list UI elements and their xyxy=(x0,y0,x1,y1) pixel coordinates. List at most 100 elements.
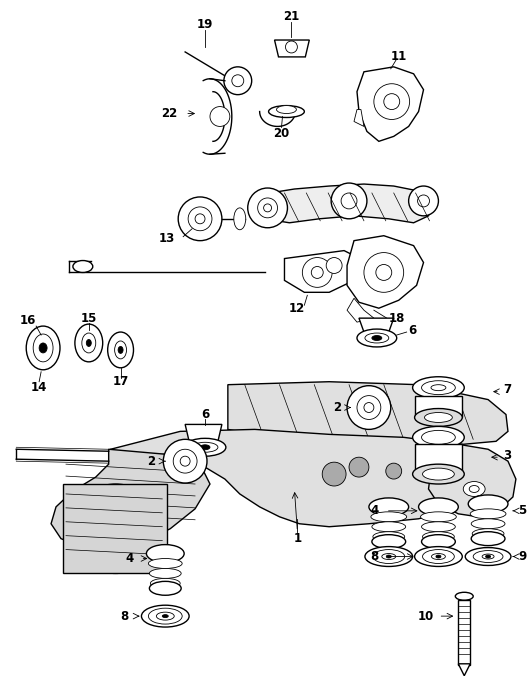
Text: 8: 8 xyxy=(371,550,379,563)
Circle shape xyxy=(195,214,205,224)
Circle shape xyxy=(98,511,134,546)
Polygon shape xyxy=(275,40,309,57)
Text: 14: 14 xyxy=(31,381,48,394)
Ellipse shape xyxy=(373,532,404,542)
Ellipse shape xyxy=(115,341,127,359)
Text: 8: 8 xyxy=(120,610,128,622)
Circle shape xyxy=(178,197,222,241)
Circle shape xyxy=(386,463,402,479)
Ellipse shape xyxy=(372,522,406,532)
Text: 20: 20 xyxy=(274,127,290,140)
Ellipse shape xyxy=(414,409,463,426)
Ellipse shape xyxy=(471,532,505,546)
Ellipse shape xyxy=(422,550,454,563)
Polygon shape xyxy=(51,450,210,549)
Text: 22: 22 xyxy=(161,107,177,120)
Polygon shape xyxy=(357,67,423,141)
Text: 2: 2 xyxy=(333,401,341,414)
Circle shape xyxy=(303,258,332,287)
Polygon shape xyxy=(359,318,394,332)
Text: 11: 11 xyxy=(390,50,407,64)
Circle shape xyxy=(232,75,244,87)
Circle shape xyxy=(347,386,391,429)
Ellipse shape xyxy=(371,512,407,522)
Circle shape xyxy=(163,439,207,483)
Circle shape xyxy=(248,188,287,228)
Text: 21: 21 xyxy=(284,9,299,22)
Circle shape xyxy=(331,183,367,219)
Ellipse shape xyxy=(412,426,464,448)
Ellipse shape xyxy=(142,605,189,627)
Ellipse shape xyxy=(473,551,503,563)
Ellipse shape xyxy=(200,445,210,450)
Ellipse shape xyxy=(148,559,182,568)
Ellipse shape xyxy=(149,581,181,595)
Ellipse shape xyxy=(26,326,60,370)
Text: 9: 9 xyxy=(518,550,526,563)
Text: 4: 4 xyxy=(125,552,134,565)
Ellipse shape xyxy=(431,384,446,391)
Ellipse shape xyxy=(372,336,382,340)
Ellipse shape xyxy=(414,546,463,566)
Circle shape xyxy=(322,462,346,486)
Ellipse shape xyxy=(234,208,246,230)
Bar xyxy=(414,444,463,474)
Ellipse shape xyxy=(75,324,103,362)
Circle shape xyxy=(364,403,374,412)
Text: 18: 18 xyxy=(389,312,405,325)
Text: 6: 6 xyxy=(409,323,417,336)
Circle shape xyxy=(263,204,271,212)
Ellipse shape xyxy=(421,512,456,522)
Ellipse shape xyxy=(412,377,464,399)
Polygon shape xyxy=(347,298,374,322)
Circle shape xyxy=(110,523,121,535)
Ellipse shape xyxy=(431,553,446,559)
Circle shape xyxy=(224,67,252,95)
Polygon shape xyxy=(458,664,470,676)
Ellipse shape xyxy=(382,553,395,559)
Polygon shape xyxy=(354,110,364,126)
Ellipse shape xyxy=(469,485,479,492)
Ellipse shape xyxy=(465,548,511,565)
Text: 7: 7 xyxy=(503,383,511,396)
Polygon shape xyxy=(228,382,508,444)
Ellipse shape xyxy=(277,106,296,113)
Text: 17: 17 xyxy=(112,375,129,388)
Circle shape xyxy=(180,456,190,466)
Ellipse shape xyxy=(421,381,455,395)
Text: 10: 10 xyxy=(417,610,433,622)
Circle shape xyxy=(384,94,400,110)
Circle shape xyxy=(210,106,230,126)
Ellipse shape xyxy=(149,568,181,578)
Polygon shape xyxy=(429,444,516,517)
Ellipse shape xyxy=(108,332,134,367)
Ellipse shape xyxy=(365,333,389,343)
Ellipse shape xyxy=(419,498,458,516)
Ellipse shape xyxy=(486,555,491,558)
Text: 16: 16 xyxy=(19,314,36,327)
Ellipse shape xyxy=(39,343,47,353)
Text: 5: 5 xyxy=(518,504,526,517)
Ellipse shape xyxy=(33,334,53,362)
Ellipse shape xyxy=(373,550,404,563)
Circle shape xyxy=(86,499,145,559)
Ellipse shape xyxy=(471,519,505,529)
Circle shape xyxy=(326,258,342,273)
Ellipse shape xyxy=(463,481,485,496)
Ellipse shape xyxy=(372,535,406,549)
Text: 6: 6 xyxy=(201,408,209,421)
Circle shape xyxy=(357,396,381,420)
Ellipse shape xyxy=(148,608,182,624)
Text: 4: 4 xyxy=(371,504,379,517)
Circle shape xyxy=(71,484,161,574)
Ellipse shape xyxy=(470,509,506,519)
Text: 3: 3 xyxy=(503,449,511,462)
Polygon shape xyxy=(285,251,364,292)
Polygon shape xyxy=(254,184,433,223)
Ellipse shape xyxy=(369,498,409,516)
Circle shape xyxy=(341,193,357,209)
Polygon shape xyxy=(109,429,503,527)
Bar xyxy=(414,396,463,418)
Ellipse shape xyxy=(365,546,412,566)
Circle shape xyxy=(188,207,212,231)
